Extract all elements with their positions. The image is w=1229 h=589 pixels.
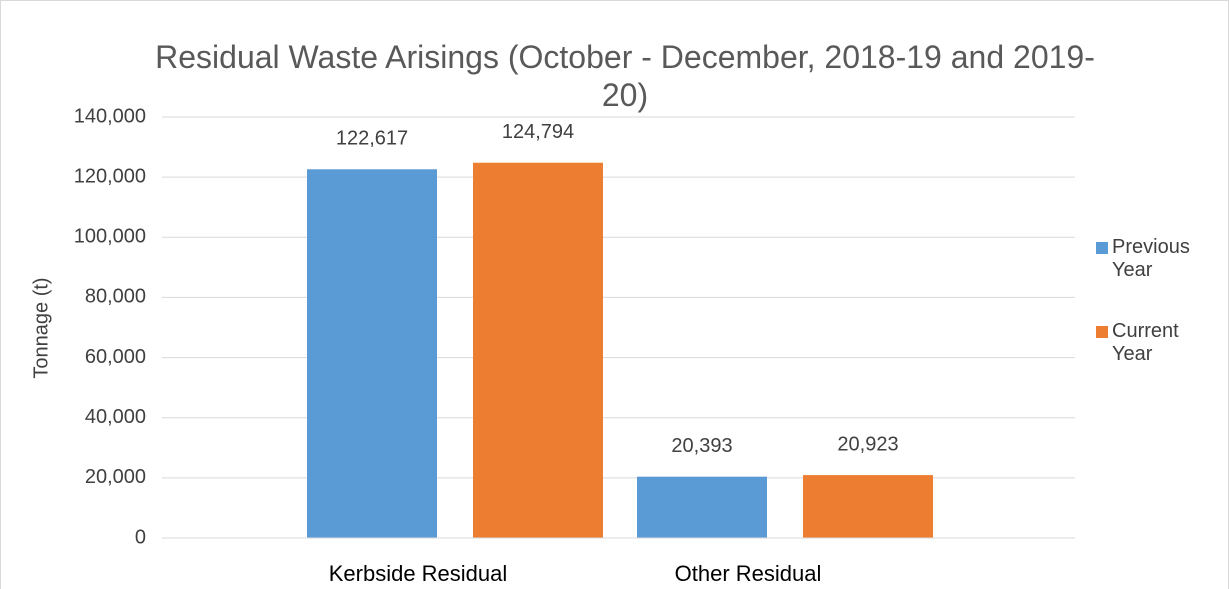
data-label: 20,393 bbox=[671, 435, 732, 457]
y-tick-label: 20,000 bbox=[85, 466, 146, 488]
y-tick-label: 120,000 bbox=[74, 165, 146, 187]
y-tick-label: 80,000 bbox=[85, 286, 146, 308]
legend-swatch bbox=[1096, 326, 1108, 338]
bar bbox=[473, 162, 603, 538]
y-axis-label: Tonnage (t) bbox=[30, 277, 52, 378]
legend-swatch bbox=[1096, 242, 1108, 254]
y-tick-label: 0 bbox=[135, 526, 146, 548]
y-tick-label: 40,000 bbox=[85, 406, 146, 428]
data-label: 20,923 bbox=[837, 433, 898, 455]
data-label: 122,617 bbox=[336, 128, 408, 150]
data-label: 124,794 bbox=[502, 121, 574, 143]
x-tick-label: Kerbside Residual bbox=[329, 561, 508, 586]
legend-label: Previous Year bbox=[1112, 236, 1190, 281]
bar bbox=[637, 476, 767, 538]
legend-label: Current Year bbox=[1112, 320, 1179, 365]
y-tick-label: 140,000 bbox=[74, 105, 146, 127]
y-tick-label: 100,000 bbox=[74, 226, 146, 248]
y-tick-label: 60,000 bbox=[85, 346, 146, 368]
bar bbox=[803, 475, 933, 538]
x-tick-label: Other Residual bbox=[675, 561, 822, 586]
bar bbox=[307, 169, 437, 538]
chart-title: Residual Waste Arisings (October - Decem… bbox=[155, 39, 1095, 113]
